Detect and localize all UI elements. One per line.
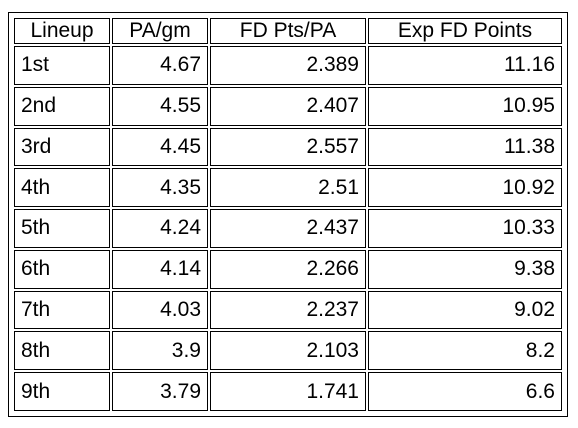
cell-exp-fd-points: 6.6 [368,372,562,411]
cell-exp-fd-points: 10.92 [368,168,562,208]
cell-fd-pts-per-pa: 1.741 [210,372,366,411]
cell-lineup: 9th [14,372,110,411]
cell-exp-fd-points: 9.38 [368,249,562,289]
header-fd-pts-per-pa: FD Pts/PA [210,18,366,44]
lineup-table: Lineup PA/gm FD Pts/PA Exp FD Points 1st… [12,16,564,413]
header-lineup: Lineup [14,18,110,44]
cell-lineup: 1st [14,46,110,85]
cell-exp-fd-points: 8.2 [368,331,562,371]
cell-exp-fd-points: 11.16 [368,46,562,85]
cell-pa-per-game: 4.45 [112,127,208,167]
table-row: 3rd 4.45 2.557 11.38 [14,127,562,167]
cell-exp-fd-points: 10.33 [368,209,562,248]
header-pa-per-game: PA/gm [112,18,208,44]
cell-pa-per-game: 4.67 [112,46,208,85]
header-exp-fd-points: Exp FD Points [368,18,562,44]
cell-lineup: 2nd [14,86,110,126]
table-frame: Lineup PA/gm FD Pts/PA Exp FD Points 1st… [8,12,568,417]
cell-fd-pts-per-pa: 2.389 [210,46,366,85]
cell-lineup: 5th [14,209,110,248]
cell-pa-per-game: 4.14 [112,249,208,289]
table-row: 8th 3.9 2.103 8.2 [14,331,562,371]
cell-lineup: 8th [14,331,110,371]
cell-pa-per-game: 4.03 [112,290,208,330]
header-row: Lineup PA/gm FD Pts/PA Exp FD Points [14,18,562,44]
table-row: 1st 4.67 2.389 11.16 [14,46,562,85]
cell-lineup: 4th [14,168,110,208]
cell-lineup: 3rd [14,127,110,167]
cell-lineup: 6th [14,249,110,289]
cell-fd-pts-per-pa: 2.407 [210,86,366,126]
cell-exp-fd-points: 10.95 [368,86,562,126]
cell-exp-fd-points: 11.38 [368,127,562,167]
cell-fd-pts-per-pa: 2.103 [210,331,366,371]
cell-lineup: 7th [14,290,110,330]
table-row: 9th 3.79 1.741 6.6 [14,372,562,411]
table-row: 2nd 4.55 2.407 10.95 [14,86,562,126]
cell-fd-pts-per-pa: 2.237 [210,290,366,330]
cell-pa-per-game: 4.55 [112,86,208,126]
cell-exp-fd-points: 9.02 [368,290,562,330]
table-row: 4th 4.35 2.51 10.92 [14,168,562,208]
cell-pa-per-game: 4.24 [112,209,208,248]
cell-pa-per-game: 4.35 [112,168,208,208]
cell-fd-pts-per-pa: 2.266 [210,249,366,289]
cell-fd-pts-per-pa: 2.437 [210,209,366,248]
table-row: 7th 4.03 2.237 9.02 [14,290,562,330]
cell-pa-per-game: 3.79 [112,372,208,411]
table-row: 6th 4.14 2.266 9.38 [14,249,562,289]
cell-pa-per-game: 3.9 [112,331,208,371]
cell-fd-pts-per-pa: 2.557 [210,127,366,167]
cell-fd-pts-per-pa: 2.51 [210,168,366,208]
table-row: 5th 4.24 2.437 10.33 [14,209,562,248]
